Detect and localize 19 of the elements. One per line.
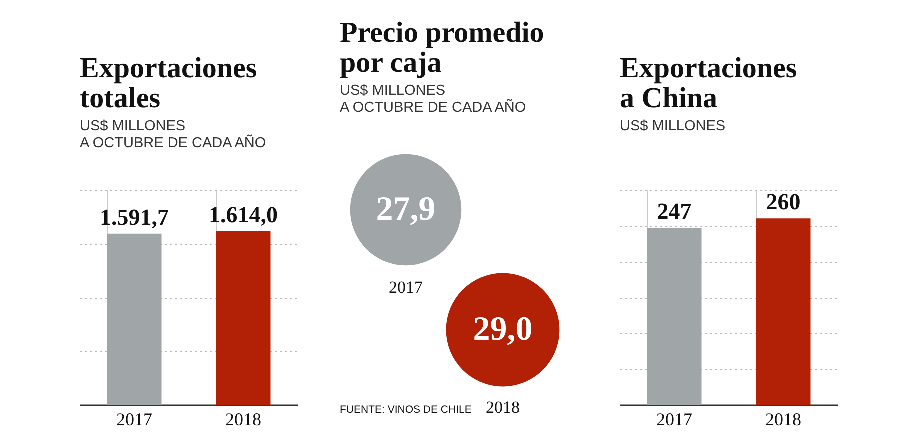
chart-subtitle: US$ MILLONES bbox=[620, 118, 726, 134]
chart-title: Exportaciones totales bbox=[80, 52, 258, 114]
data-label: 1.591,7 bbox=[100, 204, 169, 230]
x-tick-label: 2017 bbox=[116, 410, 152, 430]
category-label: 2018 bbox=[486, 398, 520, 417]
chart-subtitle: US$ MILLONES A OCTUBRE DE CADA AÑO bbox=[80, 118, 266, 152]
chart-title: Exportaciones a China bbox=[620, 52, 798, 114]
x-tick-label: 2018 bbox=[226, 410, 262, 430]
data-label: 29,0 bbox=[473, 311, 533, 348]
data-label: 1.614,0 bbox=[209, 202, 278, 228]
text: US$ MILLONES A OCTUBRE DE CADA AÑO bbox=[340, 82, 526, 116]
category-label: 2017 bbox=[389, 278, 424, 297]
data-label: 260 bbox=[766, 190, 801, 215]
data-label: 247 bbox=[657, 198, 692, 224]
text: Precio promedio por caja bbox=[340, 16, 544, 79]
data-label: 27,9 bbox=[376, 191, 436, 228]
x-tick-label: 2018 bbox=[766, 410, 802, 430]
x-tick-label: 2017 bbox=[656, 410, 692, 430]
source-note: FUENTE: VINOS DE CHILE bbox=[340, 404, 472, 416]
